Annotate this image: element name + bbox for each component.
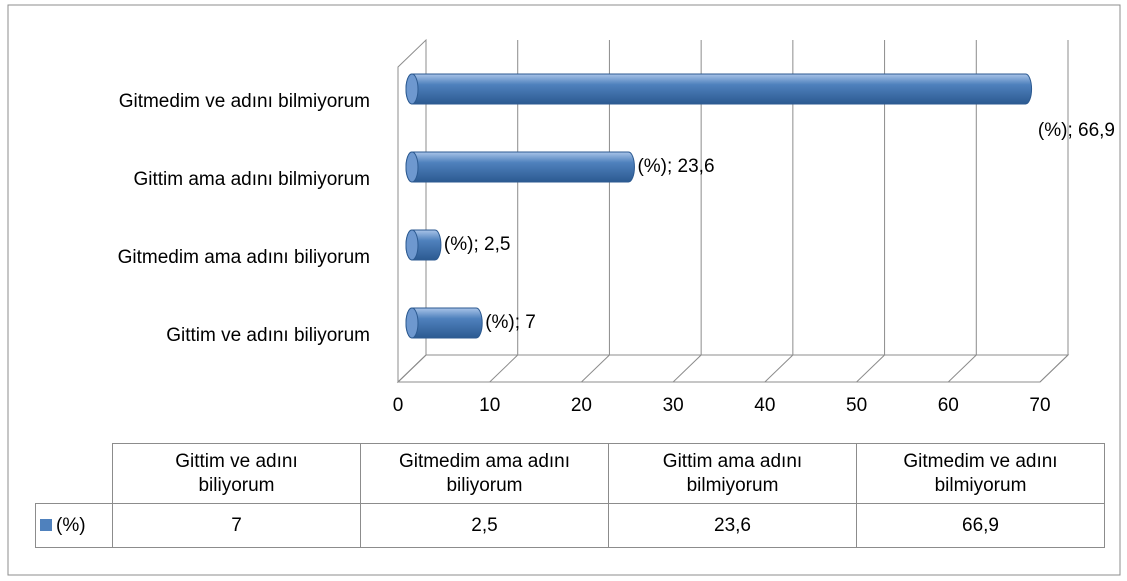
grid-line xyxy=(397,40,427,383)
bar-cap xyxy=(405,229,419,261)
grid-line xyxy=(856,40,886,383)
legend-cell: (%) xyxy=(35,503,113,548)
bar-cap xyxy=(405,307,419,339)
table-value-cell: 66,9 xyxy=(856,503,1105,548)
legend-swatch xyxy=(40,518,52,531)
x-tick-label: 50 xyxy=(846,395,867,416)
category-label: Gittim ama adını bilmiyorum xyxy=(133,169,370,190)
bar xyxy=(405,151,635,183)
bar-cap xyxy=(405,151,419,183)
floor xyxy=(396,354,1070,383)
table-header-cell: Gitmedim ama adını biliyorum xyxy=(360,443,609,504)
grid-line xyxy=(489,40,519,383)
grid-line xyxy=(672,40,702,383)
blank-cell xyxy=(35,443,113,504)
grid-line xyxy=(764,40,794,383)
data-label: (%); 66,9 xyxy=(1038,120,1115,141)
x-tick-label: 30 xyxy=(663,395,684,416)
table-header: Gittim ve adını biliyorum Gitmedim ama ad… xyxy=(35,443,1105,504)
table-header-text: Gitmedim ama adını biliyorum xyxy=(398,450,571,496)
data-label: (%); 7 xyxy=(485,312,536,333)
grid-line xyxy=(1039,40,1069,383)
x-tick-label: 10 xyxy=(479,395,500,416)
table-header-cell: Gittim ve adını biliyorum xyxy=(112,443,361,504)
table-header-text: Gittim ama adını bilmiyorum xyxy=(662,450,803,496)
grid-line xyxy=(581,40,610,383)
x-tick-label: 60 xyxy=(938,395,959,416)
table-header-text: Gittim ve adını biliyorum xyxy=(175,450,298,496)
table-value-cell: 7 xyxy=(112,503,361,548)
x-tick-label: 0 xyxy=(393,395,404,416)
bar-cap xyxy=(405,73,419,105)
x-tick-label: 40 xyxy=(754,395,775,416)
table-value-cell: 2,5 xyxy=(360,503,609,548)
table-header-cell: Gittim ama adını bilmiyorum xyxy=(608,443,857,504)
grid-line xyxy=(947,40,977,383)
table-header-text: Gitmedim ve adını bilmiyorum xyxy=(903,450,1058,496)
category-label: Gittim ve adını biliyorum xyxy=(166,325,370,346)
x-tick-label: 20 xyxy=(571,395,592,416)
legend-label: (%) xyxy=(56,514,86,536)
data-table: Gittim ve adını biliyorum Gitmedim ama ad… xyxy=(35,443,1105,548)
table-value-cell: 23,6 xyxy=(608,503,857,548)
category-label: Gitmedim ama adını biliyorum xyxy=(118,247,370,268)
x-tick-label: 70 xyxy=(1029,395,1050,416)
data-label: (%); 2,5 xyxy=(444,234,511,255)
data-label: (%); 23,6 xyxy=(637,156,714,177)
chart-border xyxy=(7,4,1121,576)
table-values: (%) 7 2,5 23,6 66,9 xyxy=(35,503,1105,548)
table-header-cell: Gitmedim ve adını bilmiyorum xyxy=(856,443,1105,504)
bar xyxy=(405,73,1033,105)
category-label: Gitmedim ve adını bilmiyorum xyxy=(119,91,370,112)
